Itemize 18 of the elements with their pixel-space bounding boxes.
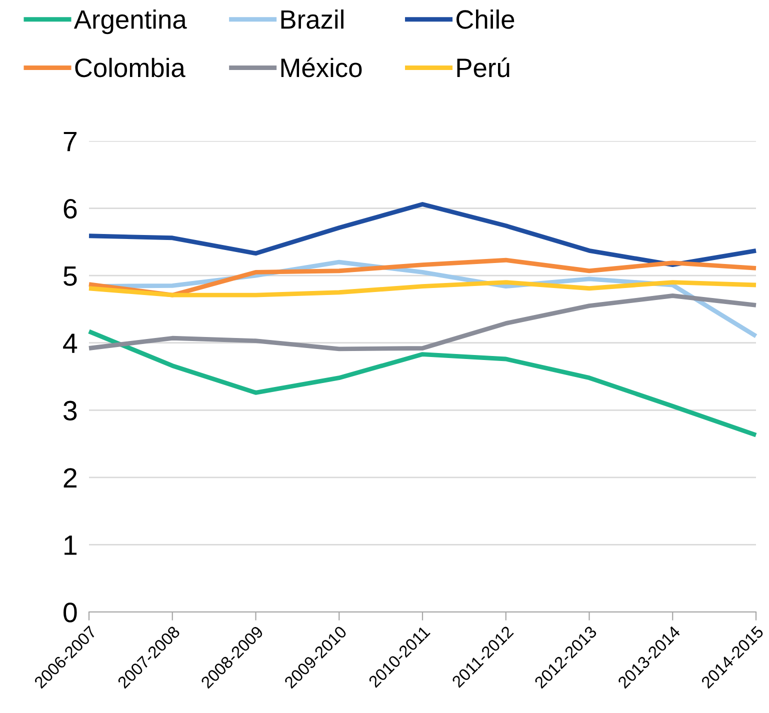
y-tick-label: 0 [64,602,77,622]
y-tick-label: 3 [64,400,77,420]
legend-label: Colombia [75,58,186,78]
y-tick-label: 4 [63,334,78,353]
legend-label: Perú [457,58,510,78]
y-tick-label: 6 [64,198,77,219]
line-series [86,294,758,352]
line-series [86,202,758,268]
legend-label: México [281,58,362,78]
legend-label: Argentina [74,9,187,34]
y-tick-label: 2 [64,468,76,488]
y-tick-label: 5 [64,266,77,286]
line-series [86,280,758,298]
legend-label: Chile [456,9,514,29]
legend-label: Brazil [281,9,344,29]
y-tick-label: 1 [64,536,77,555]
y-tick-label: 7 [64,132,76,152]
line-series [86,329,758,438]
